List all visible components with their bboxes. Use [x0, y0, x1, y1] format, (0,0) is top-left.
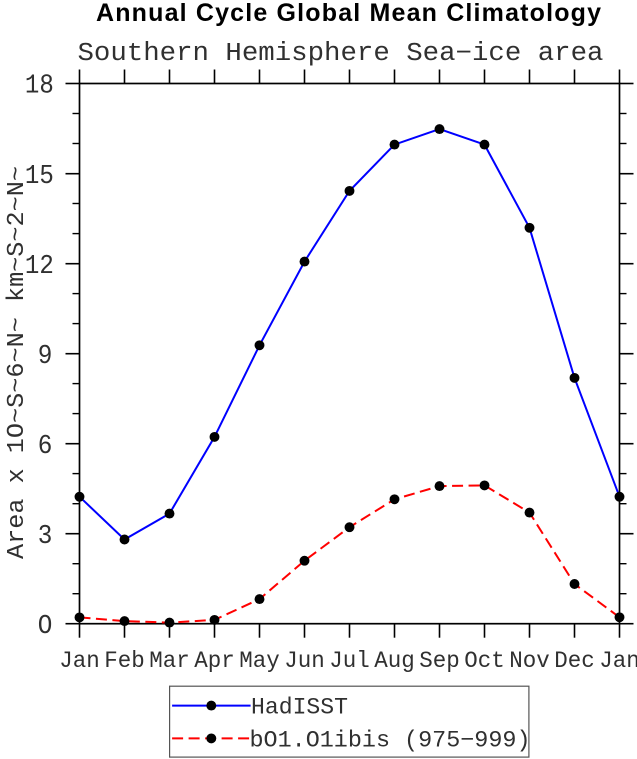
svg-text:O: O	[38, 611, 53, 641]
svg-text:Jul: Jul	[329, 648, 370, 675]
svg-text:9: 9	[38, 341, 53, 371]
svg-text:Feb: Feb	[104, 648, 145, 675]
svg-text:Apr: Apr	[194, 648, 235, 675]
svg-text:May: May	[239, 648, 280, 675]
svg-text:Jun: Jun	[284, 648, 325, 675]
svg-text:HadISST: HadISST	[251, 695, 348, 721]
svg-text:Oct: Oct	[464, 648, 505, 675]
svg-text:12: 12	[25, 251, 54, 281]
svg-text:Annual Cycle Global Mean Clima: Annual Cycle Global Mean Climatology	[96, 0, 601, 27]
svg-text:15: 15	[25, 161, 54, 191]
svg-text:Area x 1O~S~6~N~ km~S~2~N~: Area x 1O~S~6~N~ km~S~2~N~	[4, 166, 31, 559]
svg-text:3: 3	[38, 521, 53, 551]
svg-text:Nov: Nov	[509, 648, 550, 675]
svg-text:Jan: Jan	[59, 648, 100, 675]
svg-text:Jan: Jan	[599, 648, 637, 675]
svg-text:Aug: Aug	[374, 648, 415, 675]
svg-text:Mar: Mar	[149, 648, 190, 675]
svg-text:Dec: Dec	[554, 648, 595, 675]
svg-text:bO1.O1ibis (975−999): bO1.O1ibis (975−999)	[250, 727, 531, 753]
svg-text:6: 6	[38, 431, 53, 461]
svg-text:Sep: Sep	[419, 648, 460, 675]
svg-text:18: 18	[25, 71, 54, 101]
svg-text:Southern Hemisphere Sea−ice ar: Southern Hemisphere Sea−ice area	[78, 39, 604, 68]
